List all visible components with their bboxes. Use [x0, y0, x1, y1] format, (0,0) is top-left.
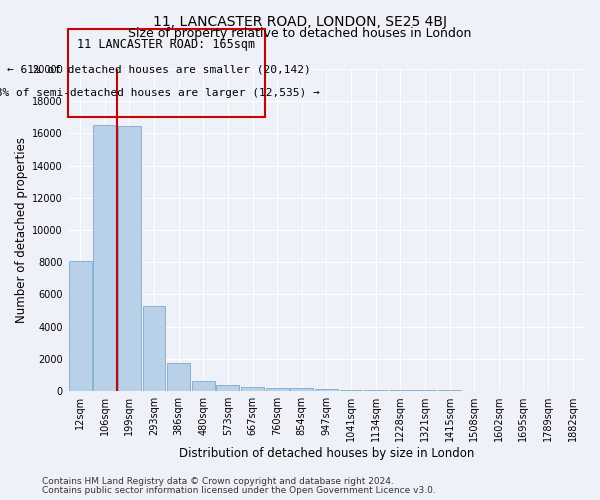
Bar — [463, 390, 485, 391]
Bar — [143, 306, 166, 391]
Text: Contains public sector information licensed under the Open Government Licence v3: Contains public sector information licen… — [42, 486, 436, 495]
Bar — [413, 390, 436, 391]
Y-axis label: Number of detached properties: Number of detached properties — [15, 137, 28, 323]
Bar — [340, 390, 362, 391]
Bar — [389, 390, 412, 391]
Bar — [241, 386, 264, 391]
Bar — [438, 390, 461, 391]
Bar — [68, 262, 92, 391]
Text: ← 61% of detached houses are smaller (20,142): ← 61% of detached houses are smaller (20… — [7, 64, 311, 74]
Bar — [192, 380, 215, 391]
Bar — [315, 389, 338, 391]
Text: 11 LANCASTER ROAD: 165sqm: 11 LANCASTER ROAD: 165sqm — [77, 38, 256, 52]
Bar — [364, 390, 387, 391]
Bar — [93, 126, 116, 391]
Text: Size of property relative to detached houses in London: Size of property relative to detached ho… — [128, 28, 472, 40]
Bar — [290, 388, 313, 391]
Text: Contains HM Land Registry data © Crown copyright and database right 2024.: Contains HM Land Registry data © Crown c… — [42, 477, 394, 486]
Bar — [167, 363, 190, 391]
Text: 38% of semi-detached houses are larger (12,535) →: 38% of semi-detached houses are larger (… — [0, 88, 319, 98]
Bar — [118, 126, 141, 391]
Bar — [217, 386, 239, 391]
X-axis label: Distribution of detached houses by size in London: Distribution of detached houses by size … — [179, 447, 474, 460]
Bar — [266, 388, 289, 391]
Text: 11, LANCASTER ROAD, LONDON, SE25 4BJ: 11, LANCASTER ROAD, LONDON, SE25 4BJ — [153, 15, 447, 29]
